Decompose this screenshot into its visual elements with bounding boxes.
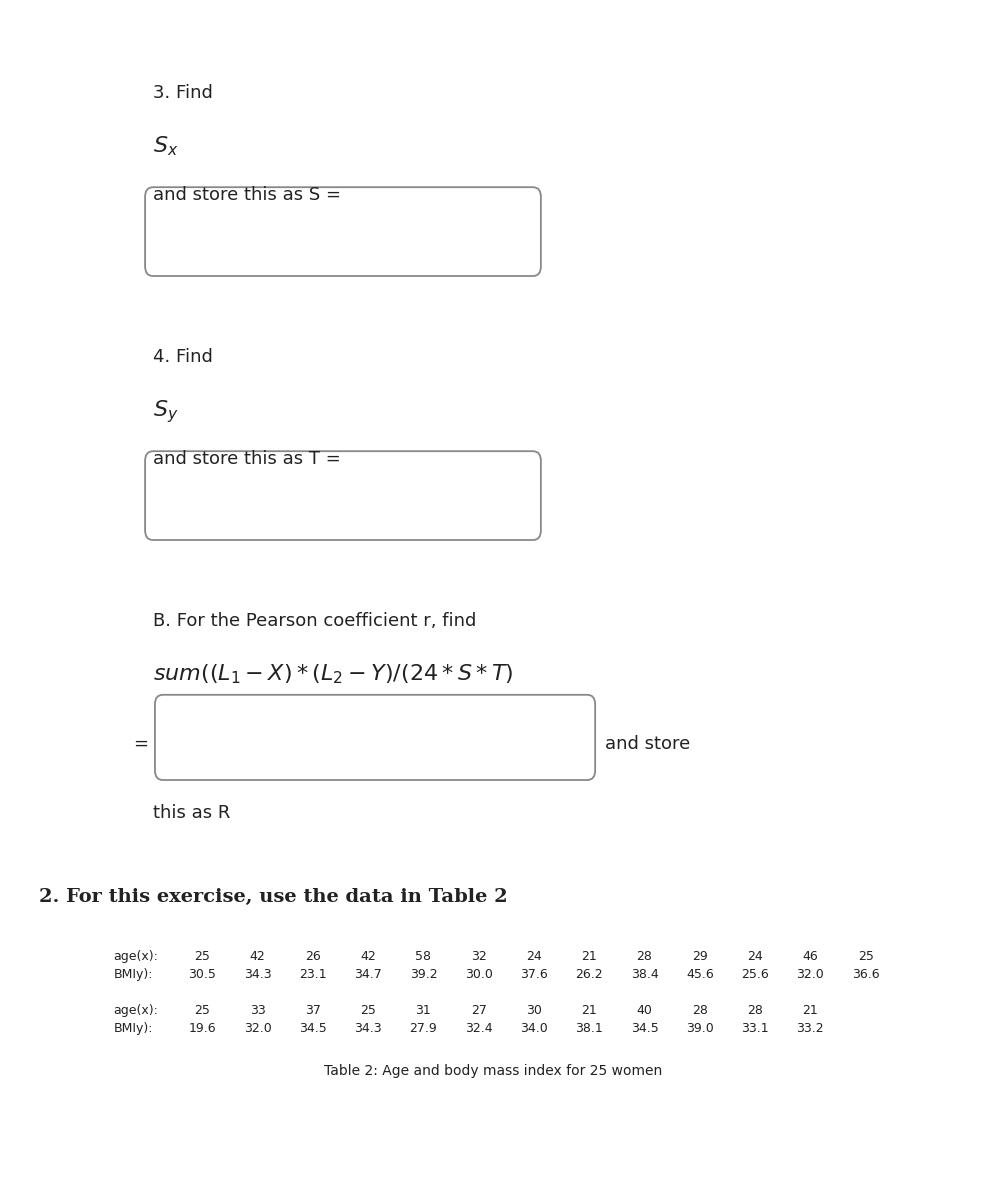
Text: 31: 31 — [415, 1004, 431, 1018]
Text: 29: 29 — [691, 950, 707, 964]
Text: 42: 42 — [249, 950, 265, 964]
Text: 38.1: 38.1 — [575, 1022, 602, 1036]
Text: 32.4: 32.4 — [464, 1022, 492, 1036]
Text: 32.0: 32.0 — [244, 1022, 271, 1036]
FancyBboxPatch shape — [145, 451, 540, 540]
Text: 26: 26 — [305, 950, 320, 964]
Text: 28: 28 — [746, 1004, 762, 1018]
Text: 25.6: 25.6 — [740, 968, 768, 982]
Text: 39.0: 39.0 — [685, 1022, 713, 1036]
FancyBboxPatch shape — [155, 695, 595, 780]
Text: 34.5: 34.5 — [630, 1022, 658, 1036]
Text: age(x):: age(x): — [113, 1004, 158, 1018]
Text: 2. For this exercise, use the data in Table 2: 2. For this exercise, use the data in Ta… — [39, 888, 508, 906]
Text: 25: 25 — [857, 950, 873, 964]
Text: 28: 28 — [636, 950, 652, 964]
Text: 33.2: 33.2 — [796, 1022, 823, 1036]
Text: 34.0: 34.0 — [520, 1022, 547, 1036]
Text: 45.6: 45.6 — [685, 968, 713, 982]
Text: 37.6: 37.6 — [520, 968, 547, 982]
Text: 28: 28 — [691, 1004, 707, 1018]
Text: 37: 37 — [305, 1004, 320, 1018]
Text: 25: 25 — [194, 950, 210, 964]
Text: $S_x$: $S_x$ — [153, 134, 178, 158]
Text: 4. Find: 4. Find — [153, 348, 213, 366]
Text: 32.0: 32.0 — [796, 968, 823, 982]
Text: $\mathit{sum}((L_1 - X) * (L_2 - Y)/(24 * S * T)$: $\mathit{sum}((L_1 - X) * (L_2 - Y)/(24 … — [153, 662, 513, 686]
Text: this as R: this as R — [153, 804, 230, 822]
Text: 21: 21 — [581, 950, 597, 964]
Text: 32: 32 — [470, 950, 486, 964]
Text: 30.0: 30.0 — [464, 968, 492, 982]
Text: 23.1: 23.1 — [299, 968, 326, 982]
Text: 42: 42 — [360, 950, 376, 964]
FancyBboxPatch shape — [145, 187, 540, 276]
Text: and store this as T =: and store this as T = — [153, 450, 340, 468]
Text: 34.3: 34.3 — [244, 968, 271, 982]
Text: and store this as S =: and store this as S = — [153, 186, 340, 204]
Text: 19.6: 19.6 — [188, 1022, 216, 1036]
Text: 34.5: 34.5 — [299, 1022, 326, 1036]
Text: B. For the Pearson coefficient r, find: B. For the Pearson coefficient r, find — [153, 612, 476, 630]
Text: 30.5: 30.5 — [188, 968, 216, 982]
Text: Table 2: Age and body mass index for 25 women: Table 2: Age and body mass index for 25 … — [324, 1064, 662, 1079]
Text: BMIy):: BMIy): — [113, 1022, 153, 1036]
Text: 27: 27 — [470, 1004, 486, 1018]
Text: 26.2: 26.2 — [575, 968, 602, 982]
Text: 3. Find: 3. Find — [153, 84, 213, 102]
Text: 58: 58 — [415, 950, 431, 964]
Text: 27.9: 27.9 — [409, 1022, 437, 1036]
Text: 25: 25 — [194, 1004, 210, 1018]
Text: 40: 40 — [636, 1004, 652, 1018]
Text: 36.6: 36.6 — [851, 968, 879, 982]
Text: 33.1: 33.1 — [740, 1022, 768, 1036]
Text: 21: 21 — [581, 1004, 597, 1018]
Text: 39.2: 39.2 — [409, 968, 437, 982]
Text: 24: 24 — [746, 950, 762, 964]
Text: 21: 21 — [802, 1004, 817, 1018]
Text: and store: and store — [604, 734, 689, 754]
Text: 33: 33 — [249, 1004, 265, 1018]
Text: 38.4: 38.4 — [630, 968, 658, 982]
Text: 34.3: 34.3 — [354, 1022, 382, 1036]
Text: BMIy):: BMIy): — [113, 968, 153, 982]
Text: 30: 30 — [526, 1004, 541, 1018]
Text: 25: 25 — [360, 1004, 376, 1018]
Text: $S_y$: $S_y$ — [153, 398, 178, 425]
Text: 24: 24 — [526, 950, 541, 964]
Text: age(x):: age(x): — [113, 950, 158, 964]
Text: =: = — [133, 734, 148, 754]
Text: 34.7: 34.7 — [354, 968, 382, 982]
Text: 46: 46 — [802, 950, 817, 964]
